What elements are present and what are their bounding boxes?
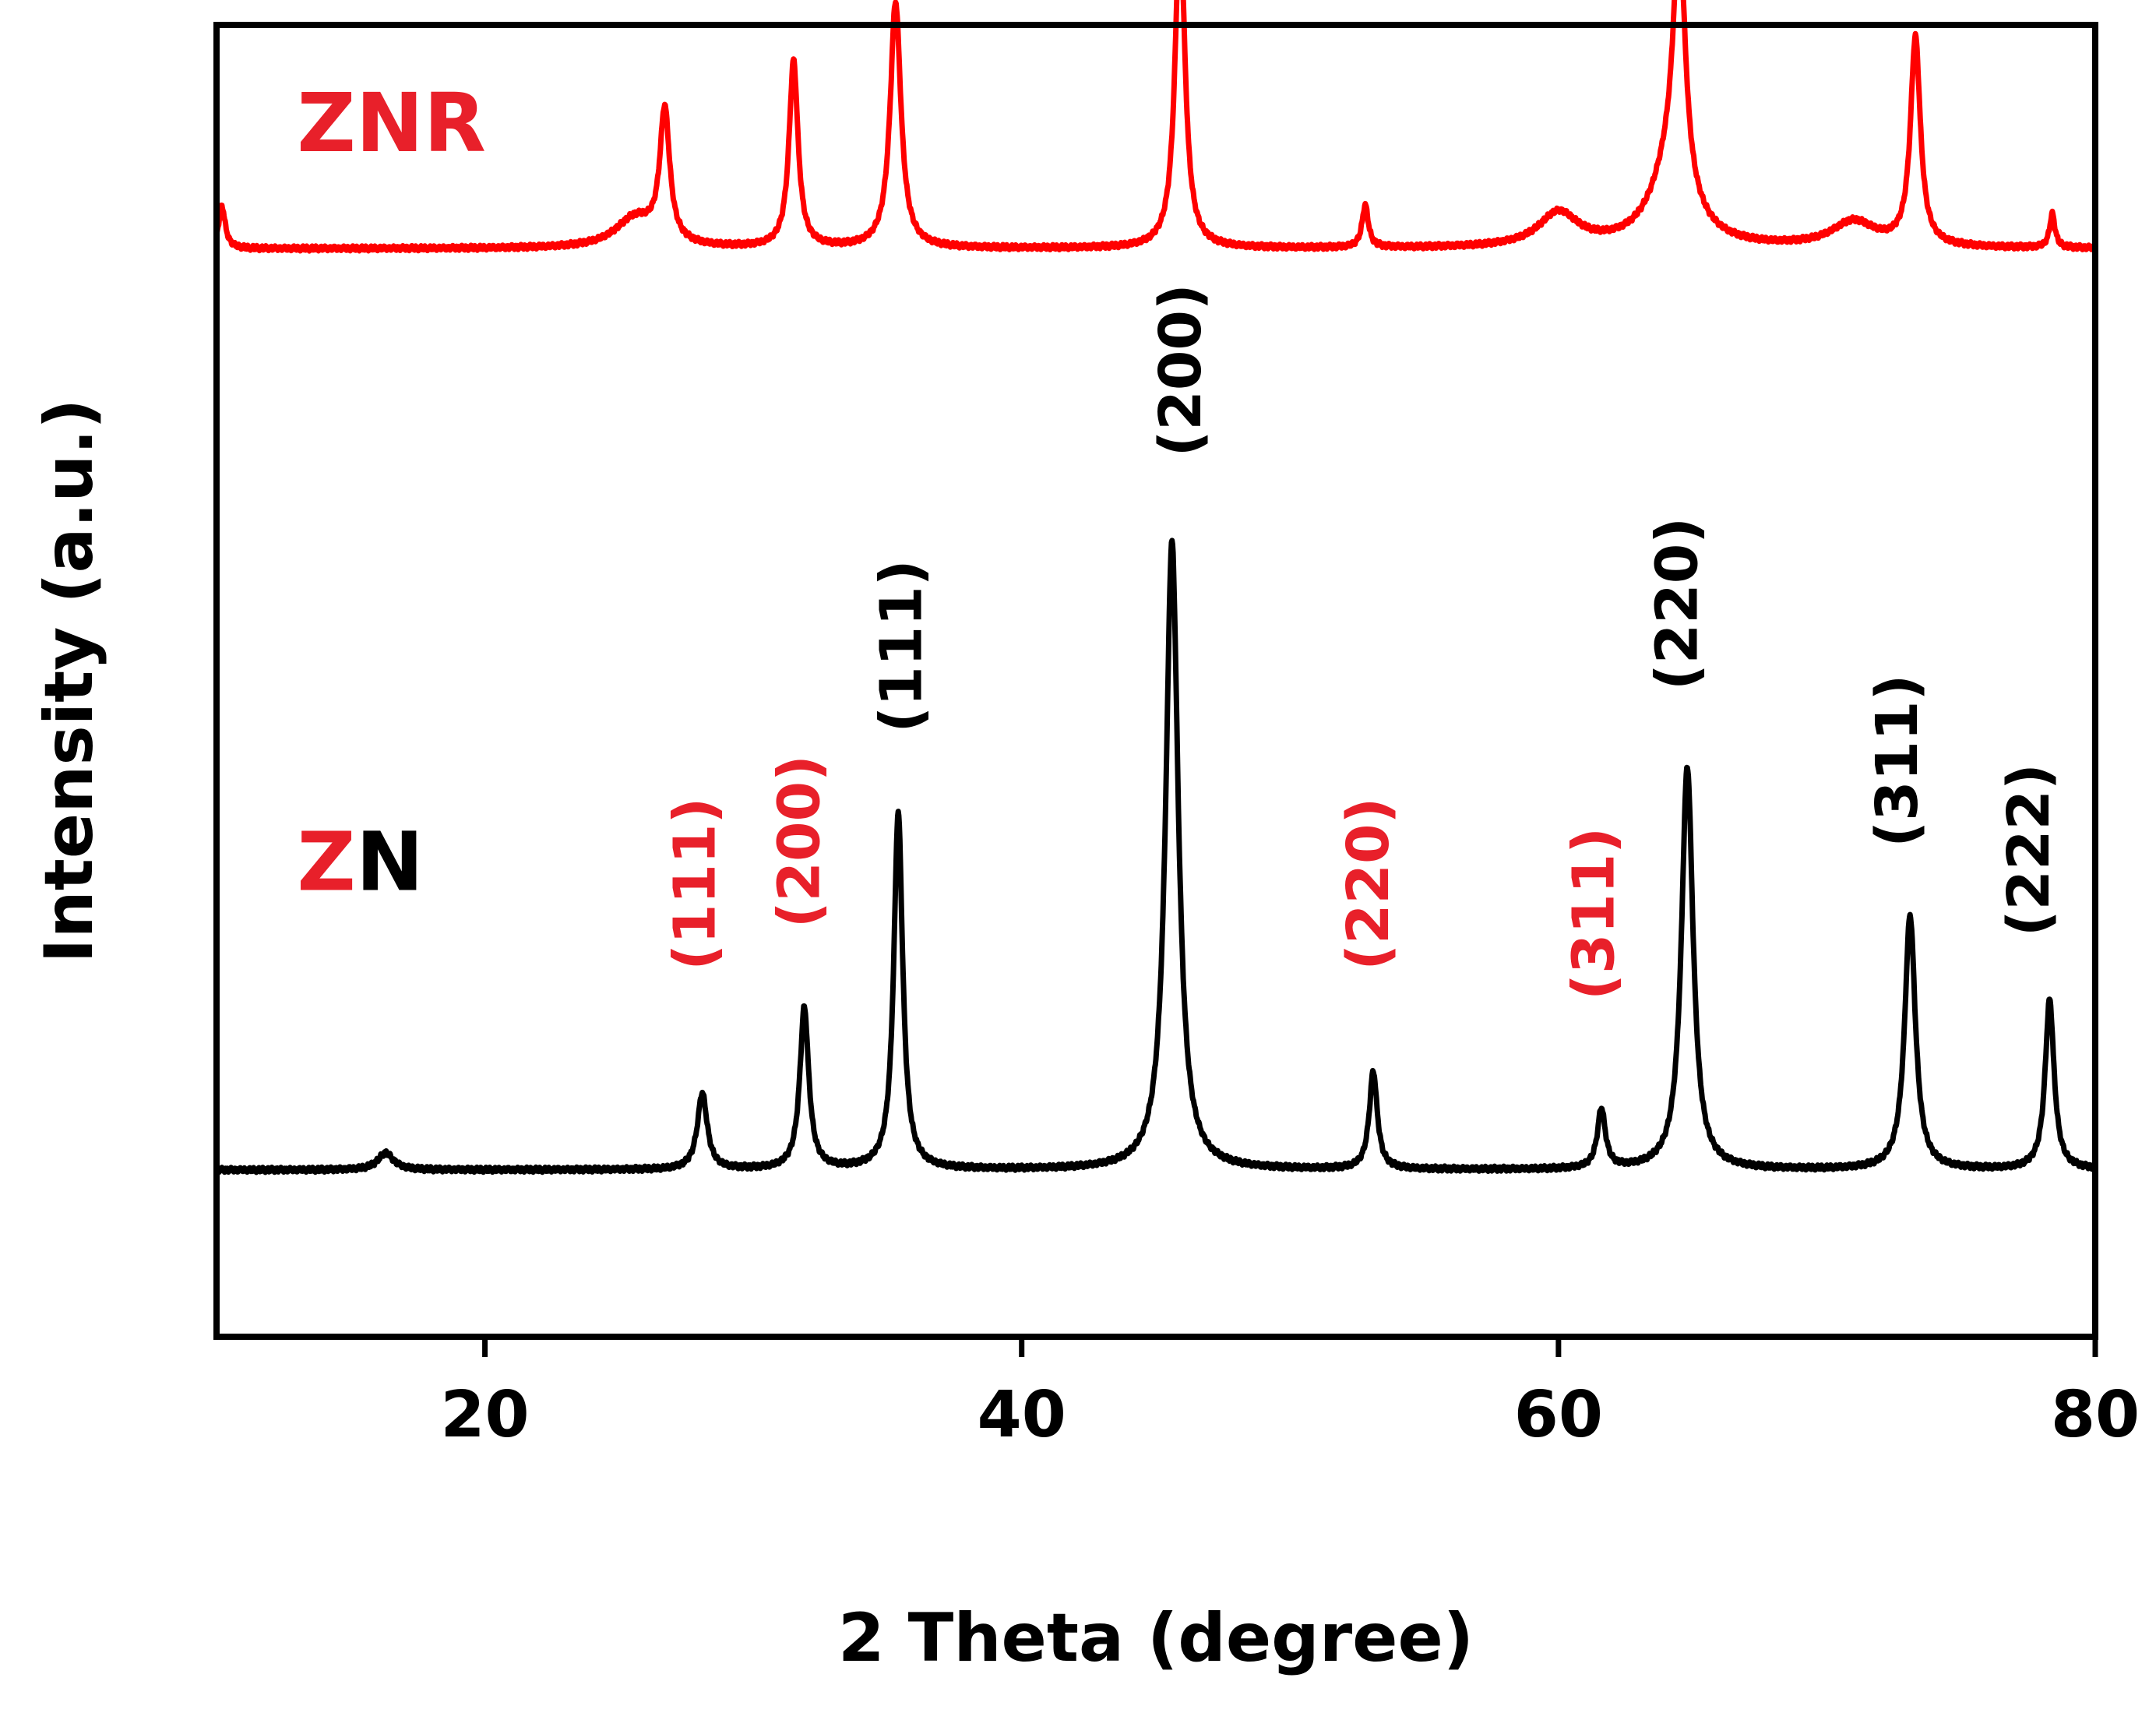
- peak-label: (220): [1335, 798, 1402, 971]
- x-tick-label: 80: [2051, 1378, 2140, 1452]
- peak-label: (111): [661, 798, 728, 971]
- y-axis-label: Intensity (a.u.): [30, 399, 108, 964]
- peak-label: (200): [766, 755, 833, 928]
- series-label: ZN: [297, 814, 423, 909]
- peak-label: (311): [1561, 827, 1628, 1000]
- annotation-layer: (111) (200) (111) (200) (220) (311) (220) (311)…: [297, 76, 2063, 1000]
- peak-label: (200): [1147, 284, 1214, 456]
- x-tick-label: 40: [978, 1378, 1066, 1452]
- peak-label: (311): [1864, 675, 1931, 848]
- series-layer: [214, 0, 2098, 1175]
- x-axis: 20 40 60 80: [441, 1337, 2140, 1452]
- series-label: ZNR: [297, 76, 486, 171]
- series-line-zn: [214, 538, 2098, 1175]
- x-tick-label: 20: [441, 1378, 530, 1452]
- peak-label: (111): [868, 559, 935, 732]
- plot-frame: [213, 22, 2098, 1340]
- peak-label: (222): [1996, 763, 2063, 936]
- peak-label: (220): [1644, 517, 1711, 690]
- x-axis-label: 2 Theta (degree): [838, 1599, 1474, 1677]
- series-line-znr: [214, 0, 2098, 254]
- x-tick-label: 60: [1514, 1378, 1603, 1452]
